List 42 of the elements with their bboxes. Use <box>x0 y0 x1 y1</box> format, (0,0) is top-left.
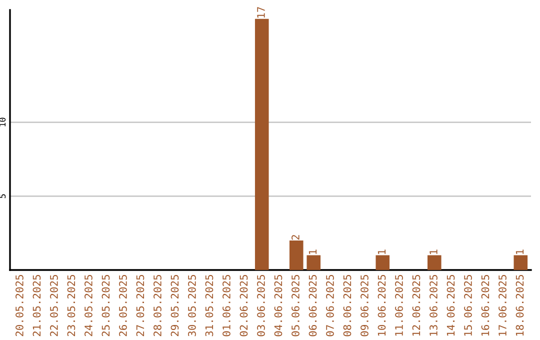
x-tick-label: 09.06.2025 <box>360 275 368 336</box>
data-label: 1 <box>378 250 386 254</box>
x-tick-label: 28.05.2025 <box>154 275 162 336</box>
bar <box>376 255 390 270</box>
x-tick-label: 06.06.2025 <box>308 275 317 336</box>
data-label: 1 <box>430 250 438 254</box>
x-tick-label: 15.06.2025 <box>464 275 472 336</box>
bar <box>427 255 442 270</box>
x-tick-label: 20.05.2025 <box>16 275 24 336</box>
x-tick-label: 18.06.2025 <box>516 275 524 336</box>
x-tick-label: 16.06.2025 <box>481 275 490 336</box>
data-label: 2 <box>292 235 300 240</box>
bar <box>254 18 269 270</box>
x-tick-label: 12.06.2025 <box>412 275 420 336</box>
x-tick-label: 02.06.2025 <box>240 275 248 336</box>
x-tick-label: 17.06.2025 <box>498 275 506 336</box>
x-tick-label: 23.05.2025 <box>67 275 76 336</box>
bar <box>289 240 304 270</box>
bar <box>514 255 528 270</box>
data-label: 17 <box>257 7 265 18</box>
x-tick-label: 22.05.2025 <box>50 275 58 336</box>
x-tick-label: 25.05.2025 <box>102 275 110 336</box>
x-tick-label: 11.06.2025 <box>395 275 403 336</box>
x-tick-label: 24.05.2025 <box>84 275 92 336</box>
x-tick-label: 10.06.2025 <box>378 275 386 336</box>
x-tick-label: 01.06.2025 <box>222 275 230 336</box>
x-tick-label: 29.05.2025 <box>170 275 179 336</box>
x-tick-label: 08.06.2025 <box>343 275 352 336</box>
x-tick-label: 27.05.2025 <box>136 275 144 336</box>
data-label: 1 <box>516 250 524 254</box>
x-tick-label: 03.06.2025 <box>257 275 265 336</box>
x-tick-label: 26.05.2025 <box>119 275 127 336</box>
x-tick-label: 13.06.2025 <box>430 275 438 336</box>
x-tick-label: 07.06.2025 <box>326 275 334 336</box>
data-label: 1 <box>308 250 317 254</box>
x-tick-label: 05.06.2025 <box>292 275 300 336</box>
x-tick-label: 21.05.2025 <box>32 275 41 336</box>
x-tick-label: 14.06.2025 <box>446 275 455 336</box>
x-tick-label: 04.06.2025 <box>274 275 282 336</box>
x-tick-label: 31.05.2025 <box>205 275 214 336</box>
x-tick-label: 30.05.2025 <box>188 275 196 336</box>
bar <box>306 255 321 270</box>
